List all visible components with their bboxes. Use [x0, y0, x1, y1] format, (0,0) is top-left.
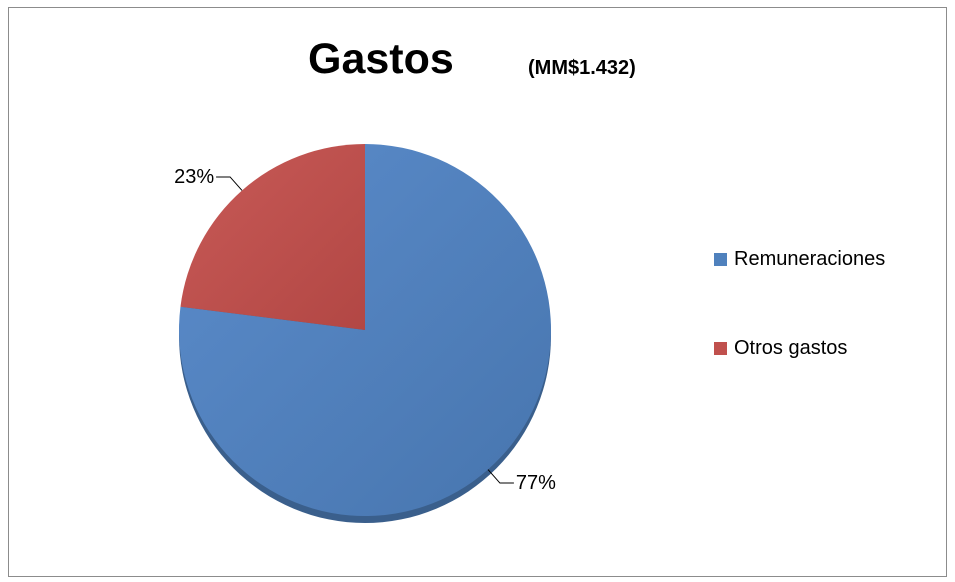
legend: Remuneraciones Otros gastos: [714, 246, 885, 361]
leader-line-otros-gastos: [216, 176, 243, 191]
pie-slice-otros-gastos: [180, 144, 365, 330]
chart-title: Gastos: [308, 35, 454, 83]
chart-subtitle: (MM$1.432): [528, 57, 636, 79]
legend-swatch-remuneraciones: [714, 252, 727, 266]
legend-label-remuneraciones: Remuneraciones: [734, 247, 886, 270]
legend-label-otros-gastos: Otros gastos: [734, 336, 848, 359]
legend-item-otros-gastos: Otros gastos: [714, 335, 885, 361]
data-label-remuneraciones: 77%: [515, 472, 556, 495]
leader-line-remuneraciones: [487, 469, 514, 484]
legend-swatch-otros-gastos: [714, 341, 727, 355]
data-label-otros-gastos: 23%: [174, 165, 215, 188]
legend-item-remuneraciones: Remuneraciones: [714, 246, 885, 272]
